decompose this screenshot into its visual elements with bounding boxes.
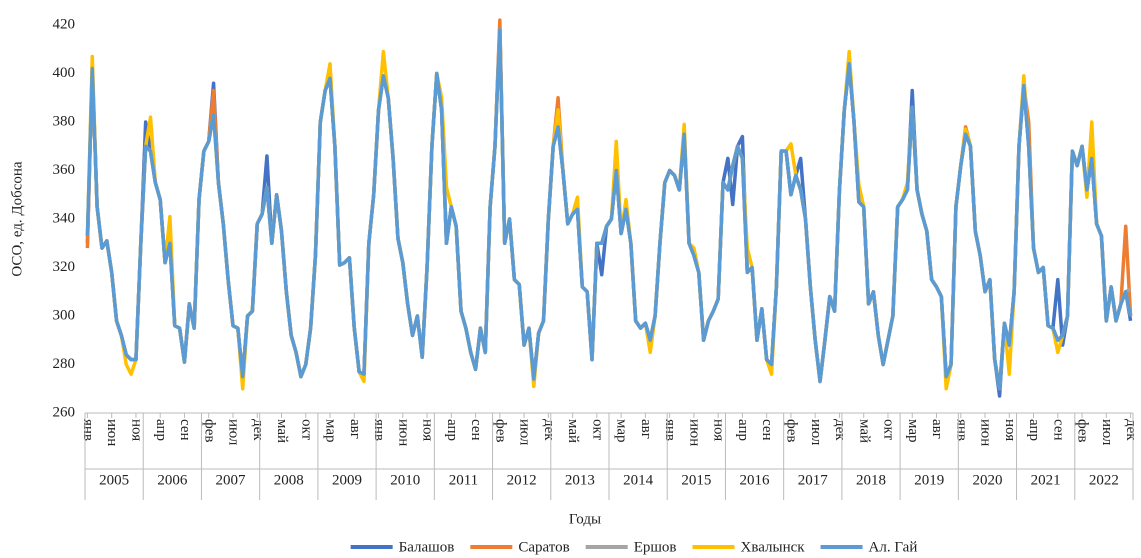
- x-tick-label: янв: [80, 419, 96, 441]
- x-tick-label: авг: [638, 419, 654, 439]
- year-label: 2022: [1089, 472, 1119, 488]
- year-label: 2007: [216, 472, 247, 488]
- x-tick-label: июл: [517, 419, 533, 446]
- y-tick-label: 380: [53, 113, 76, 129]
- x-tick-label: май: [565, 419, 581, 443]
- legend-label: Балашов: [399, 539, 455, 555]
- y-tick-label: 400: [53, 65, 76, 81]
- x-tick-label: окт: [298, 419, 314, 441]
- y-tick-label: 300: [53, 307, 76, 323]
- x-tick-label: дек: [832, 419, 848, 441]
- series-line: [85, 28, 1133, 391]
- y-tick-label: 420: [53, 16, 76, 32]
- legend-label: Саратов: [518, 539, 569, 555]
- x-tick-label: фев: [201, 419, 217, 442]
- x-tick-label: фев: [784, 419, 800, 442]
- year-label: 2014: [623, 472, 654, 488]
- x-tick-label: янв: [662, 419, 678, 441]
- x-tick-label: ноя: [420, 419, 436, 441]
- y-axis-title: ОСО, ед. Добсона: [9, 161, 25, 276]
- x-tick-label: окт: [589, 419, 605, 441]
- year-label: 2008: [274, 472, 304, 488]
- x-tick-label: май: [274, 419, 290, 443]
- x-tick-label: ноя: [129, 419, 145, 441]
- year-label: 2019: [914, 472, 944, 488]
- x-tick-label: дек: [250, 419, 266, 441]
- y-tick-label: 360: [53, 162, 76, 178]
- x-tick-label: сен: [177, 419, 193, 441]
- x-tick-label: дек: [541, 419, 557, 441]
- legend-label: Хвалынск: [741, 539, 806, 555]
- x-tick-label: ноя: [711, 419, 727, 441]
- x-tick-label: дек: [1123, 419, 1139, 441]
- y-tick-label: 260: [53, 404, 76, 420]
- x-tick-label: июл: [226, 419, 242, 446]
- x-tick-label: июн: [978, 419, 994, 446]
- year-label: 2017: [798, 472, 829, 488]
- x-tick-label: мар: [905, 419, 921, 443]
- y-tick-label: 280: [53, 356, 76, 372]
- x-tick-label: ноя: [1002, 419, 1018, 441]
- x-tick-label: сен: [1050, 419, 1066, 441]
- year-label: 2015: [681, 472, 711, 488]
- y-tick-label: 340: [53, 210, 76, 226]
- year-label: 2013: [565, 472, 595, 488]
- x-tick-label: авг: [929, 419, 945, 439]
- x-tick-label: май: [856, 419, 872, 443]
- x-tick-label: апр: [444, 419, 460, 441]
- year-label: 2011: [449, 472, 478, 488]
- legend-label: Ершов: [634, 539, 677, 555]
- x-tick-label: апр: [735, 419, 751, 441]
- x-tick-label: сен: [759, 419, 775, 441]
- x-tick-label: сен: [468, 419, 484, 441]
- x-tick-label: окт: [881, 419, 897, 441]
- x-tick-label: янв: [371, 419, 387, 441]
- x-tick-label: авг: [347, 419, 363, 439]
- x-tick-label: июн: [395, 419, 411, 446]
- x-tick-label: янв: [953, 419, 969, 441]
- year-label: 2006: [157, 472, 188, 488]
- x-tick-label: фев: [492, 419, 508, 442]
- year-label: 2021: [1031, 472, 1061, 488]
- year-label: 2010: [390, 472, 420, 488]
- year-label: 2016: [740, 472, 771, 488]
- year-label: 2012: [507, 472, 537, 488]
- x-tick-label: апр: [153, 419, 169, 441]
- y-tick-label: 320: [53, 259, 76, 275]
- x-tick-label: июл: [808, 419, 824, 446]
- year-label: 2018: [856, 472, 886, 488]
- x-tick-label: апр: [1026, 419, 1042, 441]
- x-tick-label: июл: [1099, 419, 1115, 446]
- year-label: 2020: [972, 472, 1002, 488]
- x-tick-label: мар: [614, 419, 630, 443]
- year-label: 2009: [332, 472, 362, 488]
- x-tick-label: фев: [1075, 419, 1091, 442]
- legend-label: Ал. Гай: [869, 539, 918, 555]
- x-tick-label: июн: [686, 419, 702, 446]
- x-axis-title: Годы: [569, 511, 601, 527]
- x-tick-label: мар: [323, 419, 339, 443]
- year-label: 2005: [99, 472, 129, 488]
- x-tick-label: июн: [104, 419, 120, 446]
